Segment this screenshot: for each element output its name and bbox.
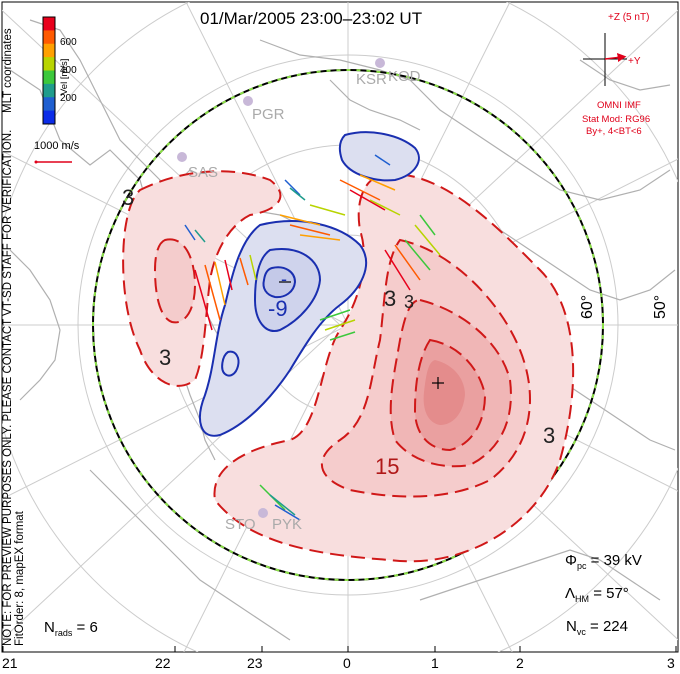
station-pyk: PYK [272, 516, 302, 533]
map-title: 01/Mar/2005 23:00–23:02 UT [200, 9, 422, 29]
contour-label: 3 [159, 345, 171, 371]
station-kod: KOD [388, 68, 421, 85]
num-vectors: Nvc = 224 [566, 618, 628, 637]
hm-latitude: ΛHM = 57° [565, 585, 629, 604]
imf-source: OMNI IMF [597, 100, 641, 111]
station-pgr: PGR [252, 106, 285, 123]
imf-model: Stat Mod: RG96 [582, 114, 650, 125]
color-bar-segment [43, 97, 55, 111]
imf-z-label: +Z (5 nT) [608, 12, 649, 23]
num-radars: Nrads = 6 [44, 619, 98, 638]
contour-label: - [281, 269, 287, 290]
mlt-label: 0 [343, 655, 351, 671]
color-bar-segment [43, 44, 55, 58]
convection-map: 01/Mar/2005 23:00–23:02 UT NOTE: FOR PRE… [0, 0, 680, 674]
contour-label: 3 [384, 286, 396, 312]
velocity-ref-dot [35, 161, 38, 164]
mlt-label: 23 [247, 655, 263, 671]
map-canvas [0, 0, 680, 674]
color-tick-200: 200 [60, 93, 77, 104]
velocity-ref-label: 1000 m/s [34, 140, 79, 152]
lat-label-60: 60° [579, 295, 597, 319]
cross-polar-potential: Φpc = 39 kV [565, 552, 642, 571]
contour-label: -9 [268, 296, 288, 322]
mlt-label: 1 [431, 655, 439, 671]
color-tick-400: 400 [60, 65, 77, 76]
mlt-label: 3 [667, 655, 675, 671]
contour-label: 3 [404, 292, 414, 313]
station-ksr: KSR [356, 71, 387, 88]
color-bar-segment [43, 57, 55, 71]
contour-label: 3 [543, 423, 555, 449]
station-sas: SAS [188, 164, 218, 181]
color-bar [43, 17, 55, 125]
imf-y-label: +Y [628, 56, 641, 67]
lat-label-50: 50° [652, 295, 670, 319]
coord-label: MLT coordinates [2, 28, 14, 113]
imf-condition: By+, 4<BT<6 [586, 126, 642, 137]
contour-label: 15 [375, 454, 399, 480]
color-bar-segment [43, 17, 55, 31]
color-tick-600: 600 [60, 37, 77, 48]
color-bar-segment [43, 30, 55, 44]
preview-note-line2: FitOrder: 8, mapEX format [14, 6, 26, 646]
color-bar-segment [43, 84, 55, 98]
color-bar-segment [43, 71, 55, 85]
color-bar-segment [43, 111, 55, 125]
contour-label: 3 [122, 185, 134, 211]
mlt-label: 21 [2, 655, 18, 671]
mlt-label: 22 [155, 655, 171, 671]
mlt-label: 2 [516, 655, 524, 671]
station-sto: STO [225, 516, 256, 533]
